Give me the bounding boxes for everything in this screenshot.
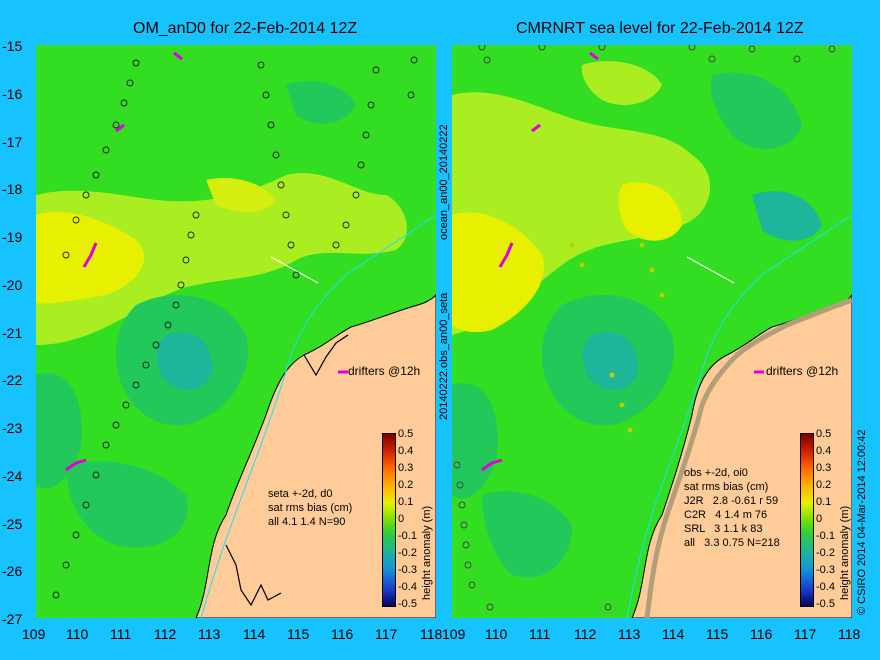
left-stats-info: seta +-2d, d0 sat rms bias (cm) all 4.1 … (268, 488, 353, 528)
x-tick-label: 114 (243, 626, 266, 642)
x-tick-label: 110 (66, 626, 89, 642)
y-tick-label: -24 (2, 468, 23, 484)
colorbar-tick-label: -0.3 (398, 564, 417, 576)
y-tick-label: -20 (2, 277, 23, 293)
y-tick-label: -23 (2, 420, 23, 436)
right-colorbar-label: height anomaly (m) (839, 505, 851, 600)
x-tick-label: 118 (420, 626, 443, 642)
colorbar-tick-label: 0.4 (398, 445, 414, 457)
left-map-canvas (36, 45, 436, 618)
y-tick-label: -18 (2, 181, 23, 197)
x-tick-label: 109 (22, 626, 46, 642)
right-map-canvas (452, 45, 852, 618)
x-tick-label: 114 (662, 626, 685, 642)
x-tick-label: 113 (198, 626, 221, 642)
left-map-title: OM_anD0 for 22-Feb-2014 12Z (133, 20, 358, 37)
colorbar-tick-label: -0.3 (816, 564, 835, 576)
colorbar-tick-label: 0.1 (398, 496, 414, 508)
colorbar-tick-label: -0.2 (816, 547, 835, 559)
left-colorbar (382, 433, 396, 607)
y-tick-label: -15 (2, 38, 23, 54)
colorbar-tick-label: 0.1 (816, 496, 832, 508)
colorbar-tick-label: 0.4 (816, 445, 832, 457)
colorbar-tick-label: 0 (398, 513, 405, 525)
right-map-title: CMRNRT sea level for 22-Feb-2014 12Z (516, 20, 804, 37)
colorbar-tick-label: 0.5 (816, 428, 832, 440)
y-tick-label: -16 (2, 86, 23, 102)
x-tick-label: 117 (794, 626, 817, 642)
right-drifters-label: drifters @12h (766, 364, 839, 378)
left-drifters-label: drifters @12h (348, 364, 421, 378)
y-tick-label: -17 (2, 134, 23, 150)
y-tick-label: -21 (2, 325, 23, 341)
x-tick-label: 111 (110, 626, 132, 642)
x-tick-label: 111 (529, 626, 551, 642)
x-tick-label: 115 (706, 626, 729, 642)
colorbar-tick-label: -0.4 (816, 581, 835, 593)
x-tick-label: 117 (375, 626, 398, 642)
x-tick-label: 116 (331, 626, 354, 642)
left-vertical-label-bottom: 20140222.obs_an00_seta (438, 292, 450, 420)
colorbar-tick-label: -0.5 (398, 598, 417, 610)
left-vertical-label-top: ocean_an00_20140222 (438, 124, 450, 240)
y-tick-label: -26 (2, 563, 23, 579)
x-tick-label: 118 (838, 626, 861, 642)
colorbar-tick-label: 0.2 (398, 479, 414, 491)
colorbar-tick-label: -0.1 (398, 530, 417, 542)
colorbar-tick-label: 0 (816, 513, 823, 525)
x-tick-label: 116 (750, 626, 773, 642)
x-tick-label: 110 (485, 626, 508, 642)
colorbar-tick-label: 0.3 (398, 462, 414, 474)
colorbar-tick-label: -0.5 (816, 598, 835, 610)
colorbar-tick-label: 0.2 (816, 479, 832, 491)
y-tick-label: -19 (2, 229, 23, 245)
y-tick-label: -27 (2, 611, 23, 627)
x-tick-label: 113 (618, 626, 641, 642)
colorbar-tick-label: -0.1 (816, 530, 835, 542)
colorbar-tick-label: 0.3 (816, 462, 832, 474)
right-colorbar (800, 433, 814, 607)
left-colorbar-label: height anomaly (m) (421, 505, 433, 600)
colorbar-tick-label: -0.2 (398, 547, 417, 559)
right-vertical-copyright: © CSIRO 2014 04-Mar-2014 12:00:42 (856, 429, 868, 615)
x-tick-label: 115 (287, 626, 310, 642)
right-stats-info: obs +-2d, oi0 sat rms bias (cm) J2R 2.8 … (684, 467, 780, 549)
y-tick-label: -22 (2, 372, 23, 388)
colorbar-tick-label: 0.5 (398, 428, 414, 440)
x-tick-label: 112 (154, 626, 177, 642)
right-map-panel (452, 45, 852, 618)
x-tick-label: 109 (442, 626, 466, 642)
y-tick-label: -25 (2, 516, 23, 532)
x-tick-label: 112 (574, 626, 597, 642)
colorbar-tick-label: -0.4 (398, 581, 417, 593)
left-map-panel (36, 45, 436, 618)
